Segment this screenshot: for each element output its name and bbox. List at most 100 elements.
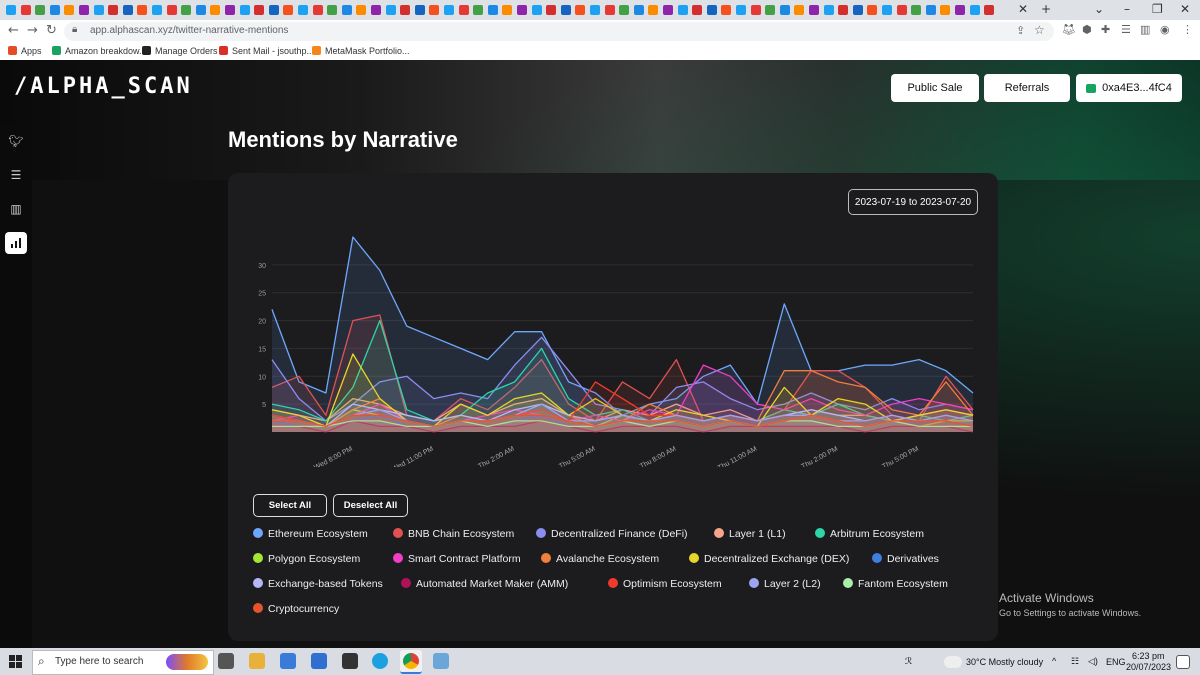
legend-item[interactable]: Ethereum Ecosystem	[253, 528, 368, 540]
url-text[interactable]: app.alphascan.xyz/twitter-narrative-ment…	[90, 25, 289, 36]
list-icon[interactable]: ☰	[10, 168, 22, 182]
pinned-tab-favicon[interactable]	[706, 5, 717, 15]
maximize-icon[interactable]: ❐	[1152, 2, 1163, 16]
legend-item[interactable]: Polygon Ecosystem	[253, 553, 360, 565]
legend-item[interactable]: Decentralized Exchange (DEX)	[689, 553, 849, 565]
bookmark-manage-orders[interactable]: Manage Orders	[142, 46, 218, 56]
pinned-tab-favicon[interactable]	[327, 5, 338, 15]
pinned-tab-favicon[interactable]	[517, 5, 527, 15]
bookmark-amazon-breakdown[interactable]: Amazon breakdow...	[52, 46, 147, 56]
pinned-tab-favicon[interactable]	[911, 5, 922, 15]
pinned-tab-favicon[interactable]	[925, 5, 936, 15]
pinned-tab-favicon[interactable]	[984, 5, 995, 15]
legend-item[interactable]: Avalanche Ecosystem	[541, 553, 659, 565]
pinned-tab-favicon[interactable]	[341, 5, 352, 15]
pinned-tab-favicon[interactable]	[852, 5, 863, 15]
language-indicator[interactable]: ENG	[1106, 657, 1126, 667]
pinned-tab-favicon[interactable]	[692, 5, 703, 15]
pinned-tab-favicon[interactable]	[604, 5, 615, 15]
pinned-tab-favicon[interactable]	[108, 5, 119, 15]
menu-icon[interactable]: ⋮	[1182, 23, 1193, 36]
pinned-tab-favicon[interactable]	[400, 5, 411, 15]
pinned-tab-favicon[interactable]	[137, 5, 148, 15]
pinned-tab-favicon[interactable]	[93, 5, 104, 15]
pinned-tab-favicon[interactable]	[283, 5, 294, 15]
tab-search-icon[interactable]: ⌄	[1094, 2, 1105, 16]
pinned-tab-favicon[interactable]	[268, 5, 279, 15]
pinned-tab-favicon[interactable]	[823, 5, 834, 15]
pinned-tab-favicon[interactable]	[531, 5, 542, 15]
bar-chart-icon[interactable]	[5, 232, 27, 254]
legend-item[interactable]: Derivatives	[872, 553, 939, 565]
pinned-tab-favicon[interactable]	[225, 5, 235, 15]
pinned-tab-favicon[interactable]	[35, 5, 46, 15]
pinned-tab-favicon[interactable]	[20, 5, 31, 15]
legend-item[interactable]: Automated Market Maker (AMM)	[401, 578, 568, 590]
pinned-tab-favicon[interactable]	[619, 5, 630, 15]
extension-icon[interactable]: ⬢	[1082, 23, 1092, 36]
pinned-tab-favicon[interactable]	[575, 5, 586, 15]
twitter-icon[interactable]: 🐦︎	[8, 134, 24, 148]
new-tab-icon[interactable]: +	[1041, 2, 1052, 16]
legend-item[interactable]: BNB Chain Ecosystem	[393, 528, 514, 540]
pinned-tab-favicon[interactable]	[838, 5, 849, 15]
legend-item[interactable]: Smart Contract Platform	[393, 553, 521, 565]
pinned-tab-favicon[interactable]	[312, 5, 323, 15]
security-icon[interactable]	[342, 653, 358, 669]
legend-item[interactable]: Cryptocurrency	[253, 603, 339, 615]
pinned-tab-favicon[interactable]	[779, 5, 790, 15]
reading-list-icon[interactable]: ☰	[1121, 23, 1131, 36]
public-sale-button[interactable]: Public Sale	[891, 74, 979, 102]
pinned-tab-favicon[interactable]	[794, 5, 805, 15]
pinned-tab-favicon[interactable]	[546, 5, 557, 15]
pinned-tab-favicon[interactable]	[765, 5, 776, 15]
pinned-tab-favicon[interactable]	[940, 5, 951, 15]
pinned-tab-favicon[interactable]	[896, 5, 907, 15]
chevron-up-icon[interactable]: ^	[1052, 656, 1057, 666]
profile-avatar-icon[interactable]: ◉	[1160, 23, 1170, 36]
pinned-tab-favicon[interactable]	[152, 5, 162, 15]
pinned-tab-favicon[interactable]	[49, 5, 60, 15]
legend-item[interactable]: Layer 1 (L1)	[714, 528, 786, 540]
pinned-tab-favicon[interactable]	[663, 5, 673, 15]
deselect-all-button[interactable]: Deselect All	[333, 494, 408, 517]
share-icon[interactable]: ⇪	[1016, 24, 1026, 37]
pinned-tab-favicon[interactable]	[210, 5, 221, 15]
file-explorer-icon[interactable]	[249, 653, 265, 669]
pinned-tab-favicon[interactable]	[64, 5, 75, 15]
pinned-tab-favicon[interactable]	[633, 5, 644, 15]
notifications-icon[interactable]	[1176, 655, 1190, 669]
pinned-tab-favicon[interactable]	[6, 5, 16, 15]
series-line[interactable]	[272, 414, 974, 428]
chrome-icon[interactable]	[400, 650, 422, 674]
puzzle-icon[interactable]: ✚	[1101, 23, 1111, 36]
pinned-tab-favicon[interactable]	[195, 5, 206, 15]
lock-icon[interactable]: 🔒︎	[72, 24, 78, 35]
reload-icon[interactable]: ↻	[46, 23, 57, 38]
pinned-tab-favicon[interactable]	[750, 5, 761, 15]
pinned-tab-favicon[interactable]	[809, 5, 819, 15]
legend-item[interactable]: Arbitrum Ecosystem	[815, 528, 924, 540]
pinned-tab-favicon[interactable]	[429, 5, 440, 15]
close-window-icon[interactable]: ✕	[1180, 2, 1191, 16]
pinned-tab-favicon[interactable]	[444, 5, 454, 15]
minimize-icon[interactable]: –	[1124, 2, 1130, 16]
back-icon[interactable]: ←	[8, 23, 19, 38]
pinned-tab-favicon[interactable]	[239, 5, 250, 15]
referrals-button[interactable]: Referrals	[984, 74, 1070, 102]
legend-item[interactable]: Fantom Ecosystem	[843, 578, 948, 590]
pinned-tab-favicon[interactable]	[867, 5, 878, 15]
columns-icon[interactable]: ▥	[10, 202, 22, 216]
edge-icon[interactable]	[372, 653, 388, 669]
pinned-tab-favicon[interactable]	[721, 5, 732, 15]
pinned-tab-favicon[interactable]	[385, 5, 396, 15]
legend-item[interactable]: Decentralized Finance (DeFi)	[536, 528, 688, 540]
weather-icon[interactable]	[944, 656, 962, 668]
select-all-button[interactable]: Select All	[253, 494, 327, 517]
pinned-tab-favicon[interactable]	[414, 5, 425, 15]
series-line[interactable]	[272, 420, 974, 433]
pinned-tab-favicon[interactable]	[502, 5, 513, 15]
url-box[interactable]: 🔒︎ app.alphascan.xyz/twitter-narrative-m…	[64, 22, 1054, 41]
store-icon[interactable]	[280, 653, 296, 669]
pinned-tab-favicon[interactable]	[677, 5, 688, 15]
